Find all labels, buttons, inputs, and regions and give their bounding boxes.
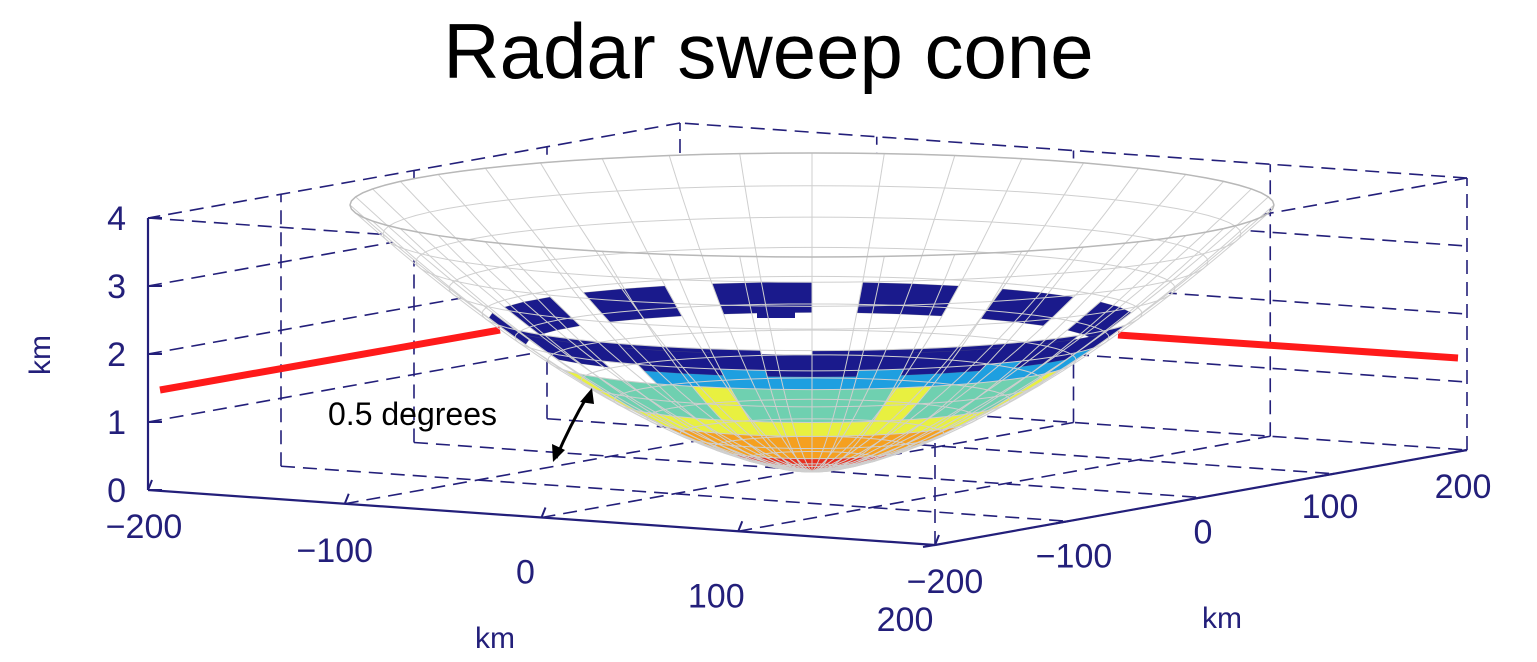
x-axis-label: km	[475, 622, 515, 655]
cone-mesh	[349, 152, 1275, 473]
z-tick-label: 4	[107, 200, 126, 238]
cone-mesh-spoke	[811, 228, 1224, 473]
cone-mesh-spoke	[601, 158, 813, 473]
cone-mesh-spoke	[372, 188, 813, 473]
cone-mesh-spoke	[540, 162, 813, 473]
y-tick-label: 100	[1302, 488, 1359, 526]
cone-mesh-spoke	[811, 162, 1084, 473]
x-tick-mark	[934, 534, 940, 546]
x-tick-mark	[540, 507, 547, 518]
angle-arrowhead	[552, 444, 565, 462]
cone-mesh-spoke	[811, 235, 1187, 473]
cone-mesh-spoke	[811, 158, 1023, 473]
z-tick-label: 2	[107, 336, 126, 374]
y-tick-mark	[1188, 496, 1202, 501]
axes	[146, 217, 1468, 548]
cone-cell	[811, 354, 863, 378]
axis-labels: km km km	[24, 335, 1242, 655]
x-tick-mark	[737, 520, 744, 532]
x-tick-label: −100	[296, 532, 373, 570]
x-tick-mark	[147, 479, 153, 491]
cone-mesh-spoke	[668, 155, 813, 473]
cone-mesh-spoke	[811, 256, 885, 473]
cone-mesh-spoke	[739, 153, 813, 473]
x-tick-mark	[343, 493, 350, 505]
x-tick-label: −200	[106, 508, 183, 546]
annotation-text: 0.5 degrees	[328, 396, 497, 432]
z-tick-label: 3	[107, 268, 126, 306]
cone-cell	[811, 388, 854, 408]
cone-mesh-spoke	[355, 212, 813, 473]
cone-cell	[757, 300, 795, 318]
cone-cell	[811, 406, 849, 423]
cone-mesh-spoke	[811, 181, 1225, 473]
cone-cell	[775, 406, 813, 423]
y-tick-mark	[922, 544, 936, 548]
cone-mesh-spoke	[811, 167, 1140, 473]
y-tick-label: −100	[1036, 537, 1113, 575]
y-tick-mark	[1055, 520, 1069, 525]
cone-mesh-spoke	[811, 196, 1269, 473]
cone-mesh-spoke	[437, 174, 813, 473]
cone-mesh-spoke	[355, 196, 813, 473]
chart-title: Radar sweep cone	[443, 7, 1094, 95]
cone-mesh-spoke	[349, 204, 813, 473]
z-axis-label: km	[24, 335, 57, 375]
cone-mesh-spoke	[811, 174, 1187, 473]
cone-mesh-spoke	[484, 167, 813, 473]
y-tick-mark	[1454, 449, 1468, 453]
elevation-annotation: 0.5 degrees	[328, 388, 594, 462]
y-tick-label: −200	[907, 563, 984, 601]
z-tick-label: 0	[107, 472, 126, 510]
y-tick-label: 200	[1435, 468, 1492, 506]
beam-lines	[159, 326, 1459, 394]
z-tick-label: 1	[107, 404, 126, 442]
y-tick-mark	[1321, 472, 1335, 477]
x-tick-label: 200	[877, 601, 934, 639]
y-axis-label: km	[1202, 602, 1242, 635]
x-tick-label: 0	[516, 554, 535, 592]
y-tick-label: 0	[1194, 514, 1213, 552]
cone-cell	[761, 354, 813, 378]
beam-line-left	[159, 326, 501, 394]
beam-line-right	[1117, 331, 1459, 362]
x-tick-label: 100	[688, 577, 745, 615]
cone-mesh-spoke	[811, 188, 1252, 473]
cone-mesh-spoke	[811, 153, 885, 473]
cone-mesh-spoke	[811, 155, 956, 473]
cone-rim	[349, 152, 1275, 258]
cone-mesh-spoke	[399, 181, 813, 473]
floor-gridline	[738, 435, 1271, 533]
cone-cell	[770, 388, 813, 408]
cone-mesh-spoke	[739, 256, 813, 473]
angle-arrowhead	[580, 388, 594, 404]
